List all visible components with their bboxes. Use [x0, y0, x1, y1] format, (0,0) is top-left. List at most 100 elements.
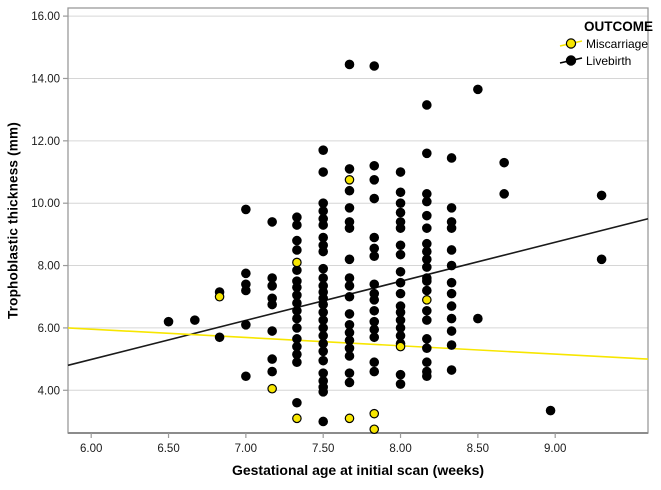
data-point-livebirth	[292, 235, 302, 246]
y-tick-label: 16.00	[31, 11, 60, 23]
data-point-livebirth	[241, 371, 251, 382]
y-tick-label: 14.00	[31, 73, 60, 85]
data-point-livebirth	[267, 326, 277, 336]
data-point-livebirth	[395, 277, 406, 288]
data-point-miscarriage	[369, 408, 380, 419]
data-point-livebirth	[318, 416, 328, 427]
data-point-livebirth	[422, 246, 432, 257]
data-point-livebirth	[318, 338, 328, 349]
data-point-livebirth	[395, 266, 406, 277]
data-point-livebirth	[499, 157, 509, 168]
data-point-livebirth	[422, 196, 432, 207]
fit-line-livebirth	[67, 218, 649, 367]
legend-title: OUTCOME	[584, 19, 653, 34]
data-point-livebirth	[344, 273, 355, 283]
data-point-livebirth	[318, 307, 328, 318]
data-point-livebirth	[422, 357, 432, 368]
data-point-livebirth	[395, 198, 406, 208]
data-point-livebirth	[292, 341, 302, 352]
y-tick-label: 12.00	[31, 136, 60, 148]
data-point-livebirth	[292, 305, 302, 316]
data-point-livebirth	[344, 368, 355, 378]
data-point-miscarriage	[214, 291, 225, 302]
data-point-livebirth	[344, 327, 355, 338]
data-point-livebirth	[292, 245, 302, 255]
data-point-livebirth	[422, 315, 432, 325]
data-point-livebirth	[395, 323, 406, 333]
data-point-livebirth	[422, 305, 432, 316]
data-point-livebirth	[446, 223, 457, 233]
data-point-livebirth	[344, 320, 355, 330]
data-point-livebirth	[446, 245, 457, 255]
data-point-livebirth	[422, 210, 432, 221]
x-tick-label: 8.00	[389, 443, 411, 455]
data-point-livebirth	[214, 332, 225, 343]
data-point-livebirth	[318, 355, 328, 366]
data-point-livebirth	[344, 351, 355, 361]
data-point-livebirth	[369, 251, 380, 262]
data-point-livebirth	[369, 357, 380, 368]
data-point-livebirth	[446, 313, 457, 324]
data-point-livebirth	[241, 268, 251, 279]
data-point-livebirth	[344, 377, 355, 388]
fit-line-miscarriage	[67, 327, 649, 360]
data-point-livebirth	[395, 187, 406, 198]
data-point-livebirth	[318, 220, 328, 230]
data-point-livebirth	[163, 316, 174, 327]
data-point-livebirth	[344, 59, 355, 70]
data-point-livebirth	[395, 369, 406, 380]
x-tick-label: 9.00	[544, 443, 566, 455]
data-point-livebirth	[422, 285, 432, 296]
data-point-livebirth	[292, 298, 302, 308]
data-point-livebirth	[395, 288, 406, 299]
data-point-livebirth	[292, 397, 302, 408]
livebirth-marker-icon	[559, 55, 583, 66]
x-tick-label: 6.00	[80, 443, 102, 455]
data-point-livebirth	[473, 313, 483, 324]
data-point-livebirth	[596, 254, 607, 265]
data-point-livebirth	[292, 290, 302, 300]
data-point-livebirth	[395, 207, 406, 218]
data-point-miscarriage	[422, 295, 432, 305]
plot-frame	[67, 7, 649, 434]
data-point-livebirth	[344, 223, 355, 233]
data-point-livebirth	[267, 281, 277, 291]
legend-item-miscarriage: Miscarriage	[549, 36, 653, 51]
data-point-livebirth	[318, 273, 328, 283]
data-point-livebirth	[344, 185, 355, 196]
data-point-livebirth	[395, 249, 406, 260]
data-point-livebirth	[499, 189, 509, 199]
data-point-livebirth	[369, 243, 380, 254]
data-point-livebirth	[292, 357, 302, 368]
data-point-livebirth	[318, 232, 328, 243]
data-point-livebirth	[344, 281, 355, 291]
data-point-livebirth	[395, 167, 406, 177]
data-point-livebirth	[318, 198, 328, 208]
data-point-livebirth	[318, 346, 328, 357]
y-tick-label: 6.00	[38, 323, 60, 335]
data-point-livebirth	[446, 326, 457, 336]
data-point-livebirth	[473, 84, 483, 95]
data-point-livebirth	[267, 299, 277, 310]
data-point-livebirth	[369, 61, 380, 71]
data-point-livebirth	[344, 203, 355, 213]
data-point-livebirth	[318, 206, 328, 216]
data-point-livebirth	[369, 366, 380, 377]
data-point-livebirth	[395, 315, 406, 325]
y-axis-title: Trophoblastic thickness (mm)	[5, 122, 21, 319]
data-point-livebirth	[344, 335, 355, 346]
data-point-livebirth	[267, 273, 277, 283]
data-point-livebirth	[318, 330, 328, 341]
data-point-livebirth	[369, 279, 380, 290]
data-point-livebirth	[422, 371, 432, 382]
data-point-livebirth	[446, 365, 457, 375]
data-point-livebirth	[292, 313, 302, 324]
x-tick-label: 6.50	[157, 443, 179, 455]
data-point-livebirth	[292, 265, 302, 276]
legend-label-livebirth: Livebirth	[586, 53, 632, 68]
data-point-livebirth	[241, 320, 251, 330]
data-point-livebirth	[241, 285, 251, 296]
data-point-livebirth	[369, 332, 380, 343]
data-point-livebirth	[446, 153, 457, 163]
